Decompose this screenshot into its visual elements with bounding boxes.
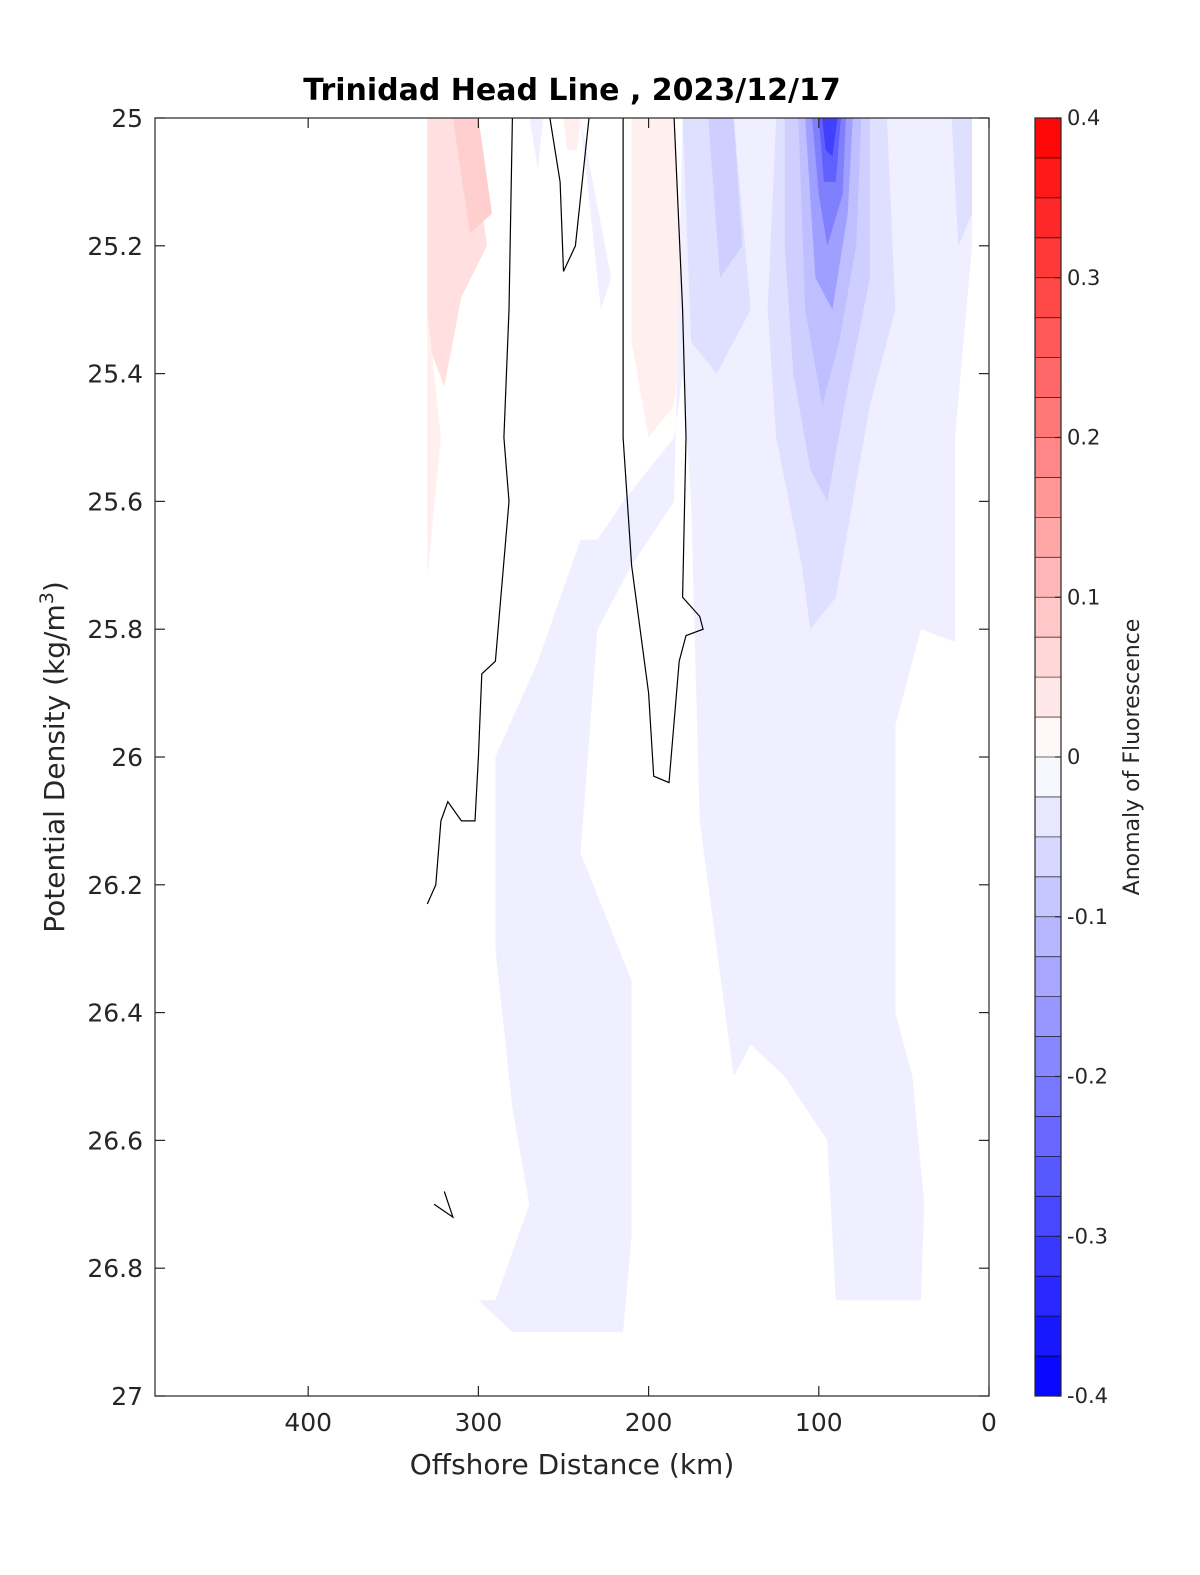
x-tick-label: 200 — [625, 1408, 673, 1437]
contour-fill-16 — [822, 118, 838, 157]
colorbar-swatch — [1035, 1116, 1061, 1157]
colorbar-swatch — [1035, 876, 1061, 918]
contour-fill-6 — [580, 118, 612, 310]
colorbar-swatch — [1035, 1236, 1061, 1277]
x-axis: 400 300 200 100 0 — [284, 118, 997, 1437]
contour-fill-4 — [631, 118, 683, 438]
colorbar-swatch — [1035, 757, 1061, 798]
colorbar-swatch — [1035, 277, 1061, 319]
colorbar-swatch — [1035, 557, 1061, 598]
colorbar-tick-label: -0.3 — [1067, 1224, 1108, 1248]
y-tick-label: 25.4 — [87, 360, 143, 389]
y-tick-label: 26.8 — [87, 1254, 143, 1283]
y-tick-label: 26.6 — [87, 1126, 143, 1155]
chart-title: Trinidad Head Line , 2023/12/17 — [303, 73, 840, 108]
colorbar-swatch — [1035, 1316, 1061, 1357]
colorbar-label: Anomaly of Fluorescence — [1120, 619, 1145, 896]
colorbar-tick-label: -0.4 — [1067, 1384, 1108, 1408]
x-axis-label: Offshore Distance (km) — [410, 1448, 735, 1481]
x-tick-label: 300 — [455, 1408, 503, 1437]
colorbar-swatch — [1035, 677, 1061, 718]
colorbar-tick-label: -0.2 — [1067, 1065, 1108, 1089]
colorbar-swatch — [1035, 237, 1061, 279]
colorbar-swatch — [1035, 517, 1061, 558]
colorbar-tick-label: 0.3 — [1067, 266, 1100, 290]
colorbar-swatch — [1035, 717, 1061, 758]
colorbar-swatch — [1035, 437, 1061, 478]
colorbar-swatch — [1035, 1196, 1061, 1237]
y-axis-label: Potential Density (kg/m3) — [36, 581, 71, 933]
contour-fill-1 — [452, 118, 492, 233]
y-axis: 25 25.2 25.4 25.6 25.8 26 26.2 26.4 26.6 26.8 27 — [87, 104, 989, 1411]
y-axis-label-suffix: ) — [38, 581, 71, 592]
y-tick-label: 27 — [111, 1382, 143, 1411]
y-tick-label: 26 — [111, 743, 143, 772]
y-axis-label-superscript: 3 — [36, 592, 58, 604]
zero-contour-line-3 — [433, 1191, 455, 1219]
colorbar-swatch — [1035, 637, 1061, 678]
colorbar-swatch — [1035, 197, 1061, 239]
colorbar-tick-label: 0 — [1067, 745, 1080, 769]
contour-fill-10 — [708, 118, 743, 278]
contour-fill-3 — [563, 118, 581, 150]
colorbar-tick-label: 0.1 — [1067, 585, 1100, 609]
x-tick-label: 400 — [284, 1408, 332, 1437]
zero-contour-line-0 — [426, 118, 513, 905]
zero-contour-line-2 — [622, 118, 704, 784]
colorbar-swatch — [1035, 317, 1061, 359]
colorbar-swatch — [1035, 916, 1061, 958]
y-tick-label: 25 — [111, 104, 143, 133]
colorbar-swatch — [1035, 796, 1061, 838]
colorbar-swatch — [1035, 118, 1061, 159]
y-tick-label: 25.8 — [87, 615, 143, 644]
colorbar-swatch — [1035, 1076, 1061, 1117]
colorbar-swatch — [1035, 157, 1061, 199]
y-tick-label: 25.6 — [87, 487, 143, 516]
contour-fill-17 — [951, 118, 972, 246]
y-tick-label: 25.2 — [87, 232, 143, 261]
colorbar-swatch — [1035, 1276, 1061, 1317]
y-tick-label: 26.2 — [87, 871, 143, 900]
colorbar-swatch — [1035, 1156, 1061, 1197]
zero-contour-line-1 — [549, 118, 590, 272]
colorbar-tick-label: -0.1 — [1067, 905, 1108, 929]
colorbar-swatch — [1035, 477, 1061, 518]
colorbar-swatch — [1035, 597, 1061, 638]
contour-lines — [426, 118, 704, 1219]
colorbar-swatch — [1035, 996, 1061, 1037]
contour-fill-2 — [427, 309, 441, 579]
colorbar: 0.4 0.3 0.2 0.1 0 -0.1 -0.2 -0.3 -0.4 — [1034, 106, 1108, 1408]
colorbar-tick-label: 0.2 — [1067, 426, 1100, 450]
colorbar-swatch — [1035, 956, 1061, 998]
colorbar-swatch — [1035, 836, 1061, 878]
filled-contours — [427, 118, 972, 1333]
colorbar-tick-label: 0.4 — [1067, 106, 1100, 130]
colorbar-swatch — [1035, 397, 1061, 438]
colorbar-swatch — [1035, 1036, 1061, 1077]
colorbar-swatch — [1035, 357, 1061, 398]
contour-fill-5 — [529, 118, 544, 170]
x-tick-label: 0 — [981, 1408, 997, 1437]
y-axis-label-text: Potential Density (kg/m — [38, 604, 71, 933]
x-tick-label: 100 — [795, 1408, 843, 1437]
colorbar-swatch — [1035, 1356, 1061, 1397]
y-tick-label: 26.4 — [87, 999, 143, 1028]
